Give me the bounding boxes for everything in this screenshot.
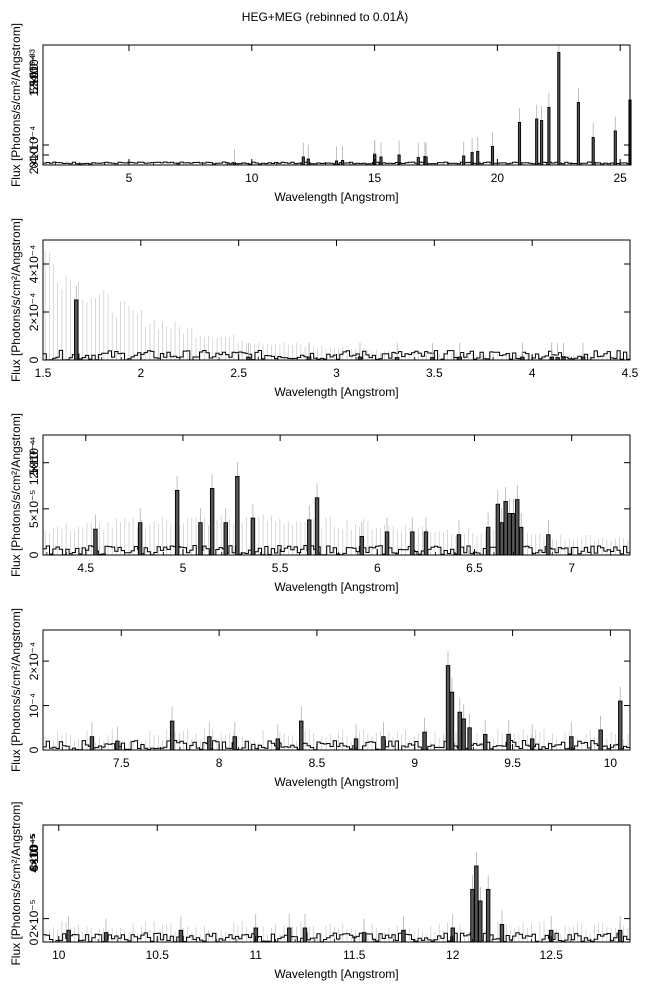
x-tick-label: 11.5 bbox=[343, 948, 366, 962]
x-tick-label: 6 bbox=[374, 561, 381, 575]
x-tick-label: 4.5 bbox=[622, 366, 639, 380]
y-tick-label: 10⁻⁴ bbox=[27, 450, 41, 475]
x-tick-label: 10 bbox=[52, 948, 66, 962]
y-tick-label: 2×10⁻⁴ bbox=[27, 440, 41, 479]
x-axis-label: Wavelength [Angstrom] bbox=[274, 967, 398, 981]
x-tick-label: 20 bbox=[491, 171, 505, 185]
x-tick-label: 12 bbox=[446, 948, 460, 962]
data-peak bbox=[178, 929, 184, 943]
data-peak bbox=[302, 927, 308, 943]
x-tick-label: 7 bbox=[568, 561, 575, 575]
y-tick-label: 5×10⁻⁵ bbox=[27, 490, 41, 528]
y-tick-label: 10⁻³ bbox=[27, 62, 41, 86]
y-tick-label: 0 bbox=[27, 161, 41, 168]
figure-title: HEG+MEG (rebinned to 0.01Å) bbox=[241, 10, 409, 24]
y-tick-label: 10⁻⁴ bbox=[27, 693, 41, 718]
x-tick-label: 8 bbox=[216, 756, 223, 770]
data-peak bbox=[478, 900, 483, 943]
x-tick-label: 5.5 bbox=[272, 561, 289, 575]
x-tick-label: 5 bbox=[180, 561, 187, 575]
y-tick-label: 2×10⁻³ bbox=[27, 53, 41, 90]
y-tick-label: 4×10⁻⁴ bbox=[27, 126, 41, 165]
data-peak bbox=[401, 929, 406, 943]
x-tick-label: 10 bbox=[245, 171, 259, 185]
data-peak bbox=[470, 888, 475, 943]
x-axis-label: Wavelength [Angstrom] bbox=[274, 775, 398, 789]
y-tick-label: 0 bbox=[27, 938, 41, 945]
plot-frame bbox=[42, 434, 631, 556]
y-tick-label: 4×10⁻⁵ bbox=[27, 834, 41, 872]
y-axis-label: Flux [Photons/s/cm²/Angstrom] bbox=[9, 218, 23, 382]
y-axis-label: Flux [Photons/s/cm²/Angstrom] bbox=[9, 413, 23, 577]
x-tick-label: 5 bbox=[126, 171, 133, 185]
x-tick-label: 7.5 bbox=[113, 756, 130, 770]
x-tick-label: 2 bbox=[137, 366, 144, 380]
y-tick-label: 2×10⁻⁴ bbox=[27, 293, 41, 332]
y-tick-label: 2×10⁻⁴ bbox=[27, 136, 41, 175]
data-peak bbox=[66, 929, 71, 943]
y-tick-label: 1.5×10⁻³ bbox=[27, 49, 41, 96]
x-tick-label: 10.5 bbox=[146, 948, 170, 962]
x-tick-label: 11 bbox=[250, 948, 263, 962]
y-tick-label: 1.5×10⁻⁴ bbox=[27, 437, 41, 486]
y-tick-label: 6×10⁻⁵ bbox=[27, 834, 41, 872]
baseline-histogram bbox=[42, 161, 630, 165]
x-axis-label: Wavelength [Angstrom] bbox=[274, 190, 398, 204]
y-tick-label: 2×10⁻⁴ bbox=[27, 642, 41, 681]
plot-frame bbox=[42, 824, 631, 943]
x-tick-label: 1.5 bbox=[35, 366, 52, 380]
x-tick-label: 4.5 bbox=[77, 561, 94, 575]
data-peak bbox=[103, 932, 109, 943]
y-tick-label: 2×10⁻⁵ bbox=[27, 899, 41, 937]
y-tick-label: 10⁻⁴ bbox=[27, 839, 41, 864]
y-axis-label: Flux [Photons/s/cm²/Angstrom] bbox=[9, 608, 23, 772]
data-peak bbox=[474, 865, 479, 943]
y-tick-label: 0 bbox=[27, 356, 41, 363]
baseline-histogram bbox=[42, 932, 630, 943]
x-tick-label: 3.5 bbox=[426, 366, 443, 380]
data-peak bbox=[617, 929, 623, 943]
y-axis-label: Flux [Photons/s/cm²/Angstrom] bbox=[9, 23, 23, 187]
x-axis-label: Wavelength [Angstrom] bbox=[274, 580, 398, 594]
y-tick-label: 4×10⁻⁴ bbox=[27, 245, 41, 284]
plot-frame bbox=[42, 44, 631, 166]
x-tick-label: 12.5 bbox=[540, 948, 564, 962]
data-peak bbox=[287, 927, 292, 943]
y-axis-label: Flux [Photons/s/cm²/Angstrom] bbox=[9, 801, 23, 965]
y-tick-label: 0 bbox=[27, 551, 41, 558]
x-tick-label: 4 bbox=[529, 366, 536, 380]
x-tick-label: 8.5 bbox=[309, 756, 326, 770]
x-tick-label: 3 bbox=[333, 366, 340, 380]
data-peak bbox=[499, 924, 505, 943]
y-tick-label: 8×10⁻⁵ bbox=[27, 833, 41, 871]
x-axis-label: Wavelength [Angstrom] bbox=[274, 385, 398, 399]
x-tick-label: 9 bbox=[411, 756, 418, 770]
data-peak bbox=[361, 932, 367, 943]
y-tick-label: 0 bbox=[27, 746, 41, 753]
x-tick-label: 2.5 bbox=[230, 366, 247, 380]
data-peak bbox=[485, 888, 491, 943]
x-tick-label: 25 bbox=[613, 171, 627, 185]
y-tick-label: 5×10⁻⁴ bbox=[27, 55, 41, 94]
x-tick-label: 10 bbox=[604, 756, 618, 770]
x-tick-label: 15 bbox=[368, 171, 382, 185]
x-tick-label: 6.5 bbox=[466, 561, 483, 575]
x-tick-label: 9.5 bbox=[504, 756, 521, 770]
